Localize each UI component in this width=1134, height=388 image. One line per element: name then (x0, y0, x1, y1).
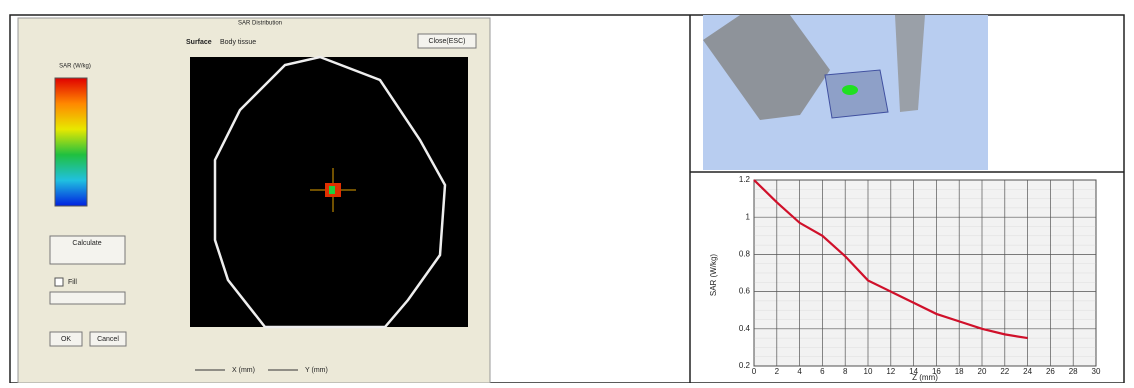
close-button[interactable] (417, 33, 477, 49)
x-tick-label: 8 (843, 367, 848, 376)
y-tick-label: 0.4 (739, 324, 751, 333)
field-label: Surface (186, 39, 212, 46)
colorbar (54, 77, 88, 207)
y-axis-label: SAR (W/kg) (709, 254, 718, 297)
render (703, 15, 988, 170)
x-tick-label: 6 (820, 367, 825, 376)
cancel-label: Cancel (97, 336, 119, 343)
close-label: Close(ESC) (429, 38, 466, 45)
grid-patch (824, 69, 889, 119)
x-tick-label: 20 (978, 367, 987, 376)
x-tick-label: 26 (1046, 367, 1055, 376)
window-title: SAR Distribution (238, 21, 282, 27)
fill-label: Fill (68, 279, 77, 286)
contour (213, 55, 447, 329)
hotspot (329, 186, 335, 194)
x-tick-label: 4 (797, 367, 802, 376)
x-axis-label: Z (mm) (912, 373, 938, 382)
ok-button[interactable] (49, 331, 83, 347)
x-tick-label: 0 (752, 367, 757, 376)
x-tick-label: 22 (1000, 367, 1009, 376)
slider[interactable] (49, 291, 126, 305)
x-tick-label: 24 (1023, 367, 1032, 376)
shape (703, 15, 830, 120)
x-tick-label: 12 (886, 367, 895, 376)
calc-label: Calculate (72, 240, 101, 247)
shape (895, 15, 925, 112)
y-tick-label: 0.6 (739, 287, 751, 296)
x-unit: X (mm) (232, 367, 255, 374)
x-tick-label: 14 (909, 367, 918, 376)
ui-window: SAR Distribution Surface Body tissue Clo… (17, 17, 491, 384)
y-tick-label: 1 (746, 212, 751, 221)
x-tick-label: 16 (932, 367, 941, 376)
calc-button[interactable] (49, 235, 126, 265)
y-tick-label: 0.2 (739, 361, 751, 370)
hotspot (842, 85, 858, 95)
x-tick-label: 2 (775, 367, 780, 376)
field-value: Body tissue (220, 39, 256, 46)
series-line (753, 179, 1028, 340)
y-tick-label: 0.8 (739, 250, 751, 259)
x-tick-label: 18 (955, 367, 964, 376)
x-tick-label: 28 (1069, 367, 1078, 376)
ok-label: OK (61, 336, 71, 343)
x-tick-label: 10 (864, 367, 873, 376)
legend-title: SAR (W/kg) (59, 64, 91, 70)
y-tick-label: 1.2 (739, 175, 751, 184)
fill-checkbox[interactable] (54, 277, 64, 287)
cancel-button[interactable] (89, 331, 127, 347)
line-chart: SAR (W/kg) Z (mm) 0.20.40.60.811.20 2 4 6 8 1… (709, 175, 1101, 382)
y-unit: Y (mm) (305, 367, 328, 374)
x-tick-label: 30 (1092, 367, 1101, 376)
